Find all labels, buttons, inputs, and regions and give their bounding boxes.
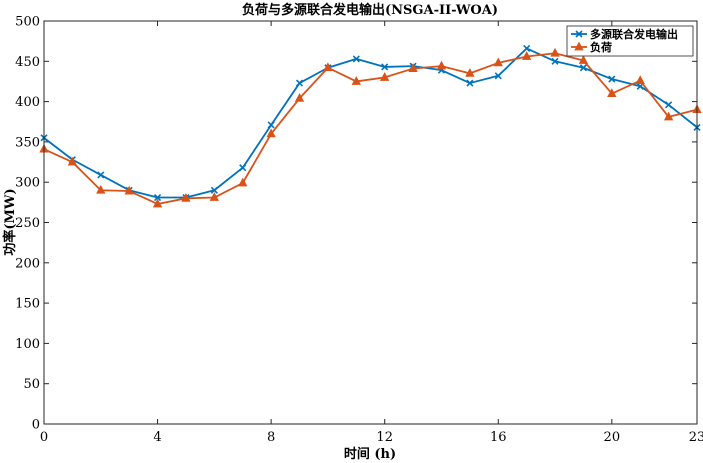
data-point xyxy=(381,63,389,71)
legend: 多源联合发电输出 负荷 xyxy=(566,25,694,57)
x-tick-label: 4 xyxy=(153,430,161,445)
x-axis-title: 时间 (h) xyxy=(344,446,396,462)
data-point xyxy=(238,177,248,187)
data-point xyxy=(152,198,163,208)
y-tick-label: 500 xyxy=(15,15,40,30)
data-point xyxy=(96,184,106,194)
data-point xyxy=(380,72,390,81)
y-tick-label: 100 xyxy=(15,337,40,352)
data-point xyxy=(209,192,220,201)
data-point xyxy=(493,57,503,67)
data-point xyxy=(521,51,532,60)
y-tick-label: 300 xyxy=(15,176,40,191)
data-point xyxy=(465,68,475,77)
legend-label-load: 负荷 xyxy=(590,40,612,54)
data-point xyxy=(523,44,531,52)
data-point xyxy=(267,121,275,129)
data-point xyxy=(436,60,447,70)
data-point xyxy=(67,156,78,166)
plot-area xyxy=(44,21,697,424)
data-point xyxy=(295,79,304,87)
data-point xyxy=(124,185,134,195)
y-axis-title: 功率(MW) xyxy=(2,188,18,255)
series-line xyxy=(43,52,698,205)
legend-marker-generation xyxy=(575,30,583,38)
series-layer xyxy=(39,44,702,208)
data-point xyxy=(408,63,418,72)
data-point xyxy=(578,55,589,64)
data-point xyxy=(323,62,333,72)
y-tick-label: 0 xyxy=(32,418,40,433)
data-point xyxy=(551,57,559,65)
x-tick-label: 12 xyxy=(376,430,393,445)
plot-frame xyxy=(43,20,698,425)
data-point xyxy=(579,64,588,72)
y-tick-label: 150 xyxy=(15,297,40,312)
y-tick-label: 50 xyxy=(23,377,40,392)
data-point xyxy=(181,192,191,202)
data-point xyxy=(494,72,502,80)
y-tick-label: 250 xyxy=(15,216,40,231)
legend-entry-generation: 多源联合发电输出 xyxy=(571,27,678,41)
x-tick-label: 23 xyxy=(689,430,703,445)
data-point xyxy=(550,47,560,57)
data-point xyxy=(210,186,218,194)
legend-entry-load: 负荷 xyxy=(571,40,612,54)
series-load xyxy=(39,47,702,208)
data-point xyxy=(466,79,474,87)
legend-marker-load xyxy=(574,41,584,51)
y-tick-label: 400 xyxy=(15,95,40,110)
data-point xyxy=(294,93,305,102)
data-point xyxy=(266,128,276,138)
data-point xyxy=(665,101,673,109)
data-point xyxy=(635,75,645,85)
legend-marker-shape xyxy=(574,41,584,51)
data-point xyxy=(153,193,162,202)
series-line xyxy=(43,47,698,199)
data-point xyxy=(607,88,617,97)
series-generation xyxy=(40,44,701,202)
x-tick-label: 16 xyxy=(490,430,507,445)
x-tick-label: 20 xyxy=(604,430,621,445)
legend-label-generation: 多源联合发电输出 xyxy=(590,27,678,41)
x-tick-label: 8 xyxy=(267,430,275,445)
y-tick-label: 450 xyxy=(15,55,40,70)
data-point xyxy=(239,164,247,172)
data-point xyxy=(351,76,361,85)
data-point xyxy=(608,75,616,83)
legend-marker-shape xyxy=(575,30,583,38)
legend-box xyxy=(566,25,694,57)
y-tick-label: 200 xyxy=(15,256,40,271)
data-point xyxy=(352,55,360,63)
chart-title: 负荷与多源联合发电输出(NSGA-II-WOA) xyxy=(242,2,498,18)
y-tick-label: 350 xyxy=(15,135,40,150)
data-point xyxy=(97,171,105,179)
data-point xyxy=(663,111,674,121)
x-tick-label: 0 xyxy=(40,430,48,445)
